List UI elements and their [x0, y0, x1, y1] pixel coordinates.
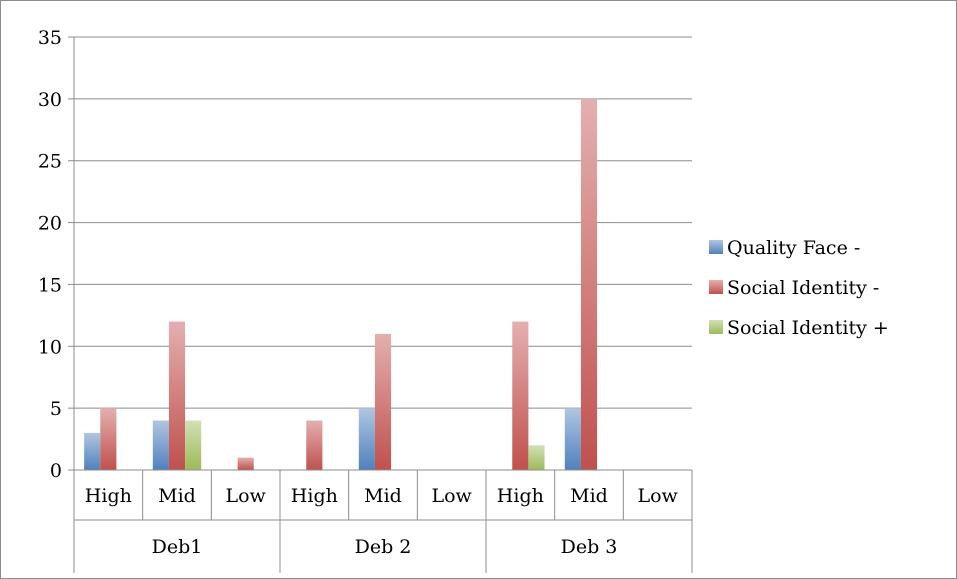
bar-social-identity-1	[185, 421, 201, 470]
bar-social-identity-3	[306, 421, 322, 470]
y-tick-label: 15	[38, 274, 62, 296]
bar-social-identity-6	[528, 445, 544, 470]
x-tick-label: Mid	[570, 485, 608, 507]
y-tick-label: 30	[38, 89, 62, 111]
y-tick-label: 20	[38, 213, 62, 235]
bar-social-identity-6	[512, 322, 528, 470]
x-group-label: Deb 2	[355, 536, 412, 558]
legend-label: Social Identity -	[727, 277, 879, 299]
legend-swatch	[709, 320, 723, 334]
bar-quality-face-0	[84, 433, 100, 470]
bar-social-identity-0	[100, 408, 116, 470]
bar-social-identity-2	[238, 458, 254, 470]
x-tick-label: Low	[226, 485, 267, 507]
legend-swatch	[709, 240, 723, 254]
x-group-label: Deb 3	[561, 536, 618, 558]
bar-social-identity-4	[375, 334, 391, 470]
bar-social-identity-1	[169, 322, 185, 470]
y-tick-label: 35	[38, 27, 62, 49]
x-group-label: Deb1	[152, 536, 203, 558]
x-tick-label: Low	[432, 485, 473, 507]
x-tick-label: High	[497, 485, 544, 507]
bar-quality-face-4	[359, 408, 375, 470]
y-tick-label: 5	[50, 398, 62, 420]
x-tick-label: Mid	[364, 485, 402, 507]
legend-label: Social Identity +	[727, 317, 889, 339]
x-tick-label: Low	[638, 485, 679, 507]
x-tick-label: Mid	[158, 485, 196, 507]
bar-social-identity-7	[581, 99, 597, 470]
legend-swatch	[709, 280, 723, 294]
bar-quality-face-1	[153, 421, 169, 470]
x-tick-label: High	[291, 485, 338, 507]
legend-label: Quality Face -	[727, 237, 860, 259]
bar-quality-face-7	[565, 408, 581, 470]
x-tick-label: High	[85, 485, 132, 507]
y-tick-label: 10	[38, 336, 62, 358]
y-tick-label: 0	[50, 460, 62, 482]
y-tick-label: 25	[38, 151, 62, 173]
